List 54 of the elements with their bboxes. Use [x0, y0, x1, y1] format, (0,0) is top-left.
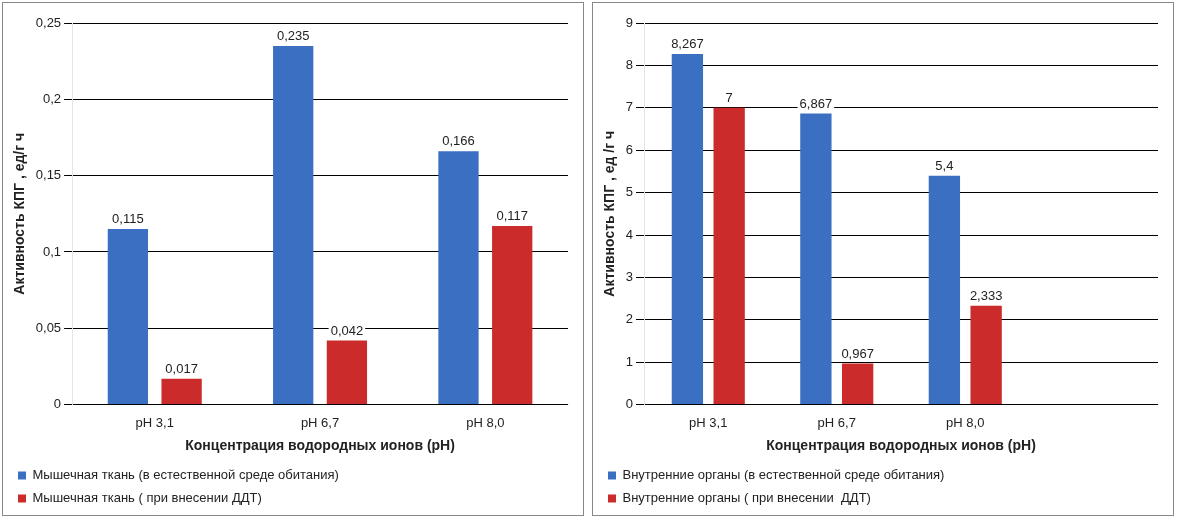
bar — [326, 340, 368, 405]
y-tick-label: 3 — [625, 268, 634, 284]
data-label: 8,267 — [671, 36, 704, 52]
data-label: 0,967 — [841, 345, 874, 361]
y-tick-label: 4 — [625, 226, 634, 242]
y-tick-label: 0 — [625, 396, 634, 412]
bar — [438, 151, 479, 405]
y-tick-label: 0,15 — [35, 167, 62, 183]
y-tick-label: 0,2 — [43, 90, 62, 106]
x-tick-label: pH 6,7 — [300, 414, 340, 430]
y-tick-label: 7 — [625, 99, 634, 115]
data-label: 7 — [725, 89, 733, 105]
data-label: 2,333 — [969, 287, 1003, 303]
x-tick-label: pH 6,7 — [817, 414, 856, 430]
y-tick-label: 6 — [625, 141, 634, 157]
legend-label: Мышечная ткань ( при внесении ДДТ) — [32, 490, 262, 506]
y-axis-title: Активность КПГ , ед/г ч — [11, 132, 28, 295]
x-axis-title: Концентрация водородных ионов (pH) — [185, 437, 455, 454]
data-label: 5,4 — [935, 157, 954, 173]
y-tick-label: 8 — [625, 56, 634, 72]
data-label: 0,117 — [496, 208, 528, 224]
x-tick-label: pH 8,0 — [946, 414, 985, 430]
y-tick-label: 0 — [53, 396, 62, 412]
data-label: 6,867 — [799, 95, 833, 111]
bar — [107, 229, 149, 405]
bar — [161, 378, 202, 405]
data-label: 0,042 — [330, 322, 364, 338]
data-label: 0,166 — [442, 133, 475, 149]
x-tick-label: pH 3,1 — [135, 414, 174, 430]
bar — [671, 54, 704, 405]
y-tick-label: 2 — [625, 311, 634, 327]
bar — [928, 175, 961, 405]
legend-label: Внутренние органы (в естественной среде обитания) — [622, 467, 945, 483]
y-tick-label: 0,25 — [35, 14, 62, 30]
data-label: 0,235 — [276, 27, 310, 43]
legend-label: Мышечная ткань (в естественной среде обитания) — [32, 467, 339, 483]
y-tick-label: 5 — [625, 184, 634, 200]
bar — [273, 45, 314, 405]
y-tick-label: 0,05 — [35, 319, 62, 335]
bar — [713, 107, 745, 405]
data-label: 0,115 — [112, 211, 144, 227]
legend-label: Внутренние органы ( при внесении ДДТ) — [622, 490, 871, 506]
bar — [970, 305, 1002, 405]
x-tick-label: pH 3,1 — [689, 414, 728, 430]
bar — [492, 226, 533, 405]
bar — [800, 113, 832, 405]
data-label: 0,017 — [165, 360, 198, 376]
x-tick-label: pH 8,0 — [466, 414, 505, 430]
y-tick-label: 9 — [625, 14, 634, 30]
y-tick-label: 0,1 — [43, 243, 62, 259]
x-axis-title: Концентрация водородных ионов (pH) — [766, 437, 1036, 454]
y-tick-label: 1 — [625, 353, 634, 369]
bar — [841, 363, 874, 405]
y-axis-title: Активность КПГ , ед /г ч — [601, 130, 618, 297]
